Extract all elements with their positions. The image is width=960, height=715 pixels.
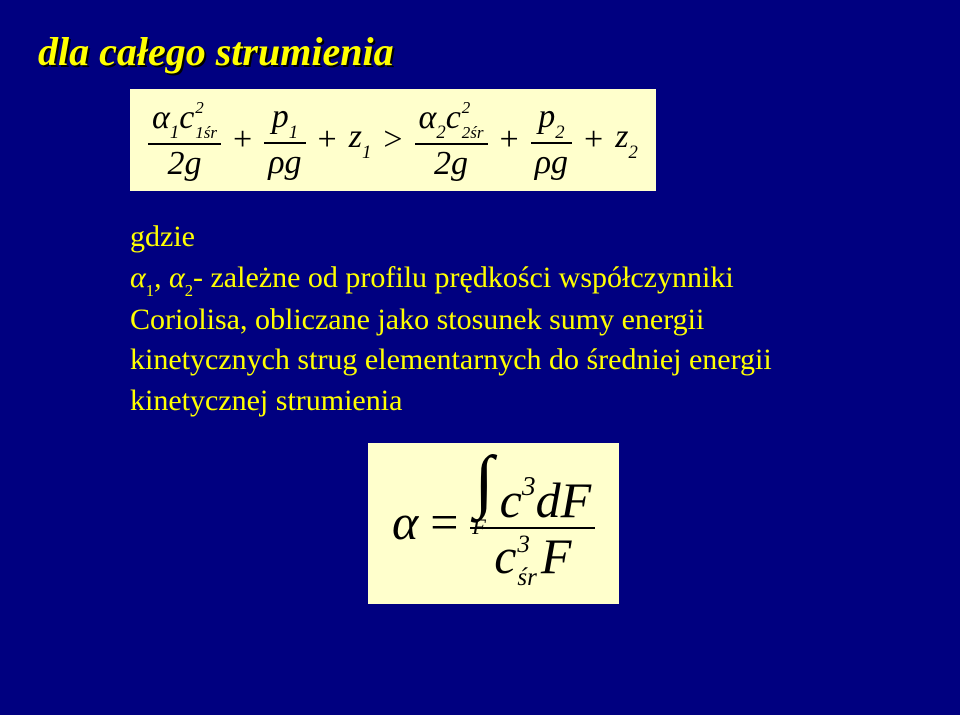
eq1-t3-den: 2g bbox=[430, 147, 472, 181]
eq1-plus2: + bbox=[316, 123, 339, 157]
eq1-t2-psub: 1 bbox=[289, 122, 298, 143]
eq1-t4-rho: ρ bbox=[535, 144, 551, 181]
body-l2-rest: - zależne od profilu prędkości współczyn… bbox=[193, 261, 734, 294]
eq1-t1-c-sup: 2 bbox=[195, 99, 217, 116]
eq2-num-df: dF bbox=[536, 472, 592, 528]
eq1-z2-sub: 2 bbox=[628, 142, 637, 163]
eq1-gt: > bbox=[381, 123, 404, 157]
eq1-plus4: + bbox=[582, 123, 605, 157]
equation-box-2: α = ∫ F c3dF c3śrF bbox=[368, 443, 619, 604]
eq1-t3-alpha-sub: 2 bbox=[436, 122, 445, 143]
eq2-alpha: α bbox=[392, 497, 418, 547]
eq1-term1: α1c2 1śr 2g bbox=[148, 99, 221, 181]
eq2-den-c: c bbox=[494, 528, 516, 584]
eq1-t2-g: g bbox=[285, 144, 302, 181]
slide: dla całego strumienia α1c21śr 2g + p1 ρg… bbox=[0, 0, 960, 715]
integral-icon: ∫ bbox=[474, 457, 493, 506]
body-line4: kinetycznych strug elementarnych do śred… bbox=[130, 340, 910, 381]
eq1-z1: z1 bbox=[349, 120, 372, 160]
eq1-plus1: + bbox=[231, 123, 254, 157]
eq1-t4-g: g bbox=[551, 144, 568, 181]
body-line1: gdzie bbox=[130, 217, 910, 258]
body-l2-a1: α bbox=[130, 261, 146, 294]
equation-2-wrap: α = ∫ F c3dF c3śrF bbox=[368, 443, 922, 604]
eq1-z1-sub: 1 bbox=[362, 142, 371, 163]
eq1-t3-c-sub: 2śr bbox=[462, 124, 484, 141]
eq1-t1-den: 2g bbox=[164, 147, 206, 181]
eq1-term4: p2 ρg bbox=[531, 100, 572, 180]
eq2-den-c-sub: śr bbox=[517, 565, 536, 590]
eq1-term3: α2c22śr 2g bbox=[415, 99, 488, 181]
eq1-plus3: + bbox=[498, 123, 521, 157]
eq1-t2-p: p bbox=[272, 98, 289, 135]
body-l2-s1: 1 bbox=[146, 281, 154, 300]
eq1-t1-c: c bbox=[179, 99, 194, 136]
eq2-num-c: c bbox=[500, 472, 522, 528]
eq1-t3-alpha: α bbox=[419, 99, 437, 136]
eq2-den-c-sup: 3 bbox=[517, 532, 536, 557]
body-line5: kinetycznej strumienia bbox=[130, 381, 910, 422]
body-l2-a2: , α bbox=[154, 261, 185, 294]
eq1-z2: z2 bbox=[615, 120, 638, 160]
eq1-t3-c: c bbox=[446, 99, 461, 136]
equation-2: α = ∫ F c3dF c3śrF bbox=[392, 453, 595, 590]
eq1-t4-psub: 2 bbox=[555, 122, 564, 143]
eq1-term2: p1 ρg bbox=[264, 100, 305, 180]
eq1-t1-alpha: α bbox=[152, 99, 170, 136]
body-l2-s2: 2 bbox=[185, 281, 193, 300]
eq1-z1-z: z bbox=[349, 118, 362, 155]
eq2-den-f: F bbox=[541, 528, 572, 584]
body-text: gdzie α1, α2- zależne od profilu prędkoś… bbox=[130, 217, 910, 421]
eq2-eq: = bbox=[428, 497, 460, 547]
eq1-t2-rho: ρ bbox=[268, 144, 284, 181]
eq1-t1-c-sub: 1śr bbox=[195, 124, 217, 141]
eq1-z2-z: z bbox=[615, 118, 628, 155]
eq1-t4-p: p bbox=[538, 98, 555, 135]
equation-1: α1c21śr 2g + p1 ρg + z1 > α2c22śr 2g + bbox=[148, 99, 638, 181]
equation-box-1: α1c21śr 2g + p1 ρg + z1 > α2c22śr 2g + bbox=[130, 89, 656, 191]
heading: dla całego strumienia bbox=[38, 28, 922, 75]
eq2-num-c-sup: 3 bbox=[522, 470, 536, 501]
eq1-t1-alpha-sub: 1 bbox=[170, 122, 179, 143]
body-line3: Coriolisa, obliczane jako stosunek sumy … bbox=[130, 300, 910, 341]
eq2-frac: ∫ F c3dF c3śrF bbox=[470, 453, 595, 590]
body-line2: α1, α2- zależne od profilu prędkości wsp… bbox=[130, 258, 910, 300]
eq2-int-lower: F bbox=[472, 516, 486, 539]
eq1-t3-c-sup: 2 bbox=[462, 99, 484, 116]
